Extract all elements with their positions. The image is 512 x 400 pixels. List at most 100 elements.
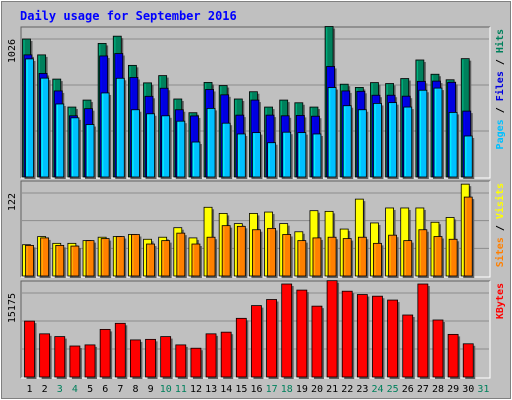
sites-bar-day-1	[25, 244, 34, 277]
sites-bar-day-10	[161, 240, 171, 277]
sites-bar-day-11-highlight	[177, 234, 179, 275]
pages-bar-day-27-highlight	[419, 91, 422, 176]
legend-segment: KBytes	[495, 283, 506, 319]
sites-bar-day-4-highlight	[71, 247, 74, 275]
pages-bar-day-25	[388, 102, 397, 178]
kbytes-bar-day-23	[356, 294, 368, 378]
sites-bar-day-5	[85, 240, 95, 277]
pages-bar-day-14-highlight	[223, 124, 225, 176]
kbytes-bar-day-4-highlight	[70, 347, 73, 376]
kbytes-bar-day-2	[39, 333, 51, 378]
sites-bar-day-9	[146, 243, 155, 277]
pages-bar-day-5	[85, 124, 95, 178]
pages-bar-day-23	[357, 109, 367, 178]
sites-bar-day-7	[115, 236, 125, 277]
sites-bar-day-10-highlight	[162, 241, 164, 275]
sites-bar-day-17-highlight	[268, 229, 270, 275]
sites-bar-day-27-highlight	[419, 230, 422, 275]
kbytes-bar-day-24-highlight	[373, 297, 375, 376]
legend-segment: Pages	[495, 119, 506, 149]
visits-sites-ymax-label: 122	[7, 193, 18, 211]
pages-bar-day-28	[433, 87, 443, 178]
sites-bar-day-23-highlight	[359, 238, 361, 275]
sites-bar-day-3-highlight	[56, 246, 58, 275]
kbytes-bar-day-13	[205, 333, 217, 378]
kbytes-bar-day-22-highlight	[343, 292, 345, 376]
kbytes-bar-day-15	[235, 317, 247, 378]
x-tick-label-9: 9	[148, 384, 154, 395]
visits-bar-day-11-highlight	[174, 228, 176, 275]
sites-bar-day-22	[342, 238, 352, 277]
sites-bar-day-14	[221, 225, 231, 277]
kbytes-bar-day-21	[326, 280, 338, 378]
kbytes-bar-day-1	[24, 320, 35, 378]
x-tick-label-3: 3	[57, 384, 63, 395]
pages-files-hits-panel-border-dark	[20, 26, 490, 178]
pages-bar-day-26	[403, 106, 413, 178]
pages-bar-day-22-highlight	[344, 106, 346, 176]
kbytes-ymax-label: 15175	[7, 293, 18, 323]
kbytes-bar-day-19-highlight	[297, 291, 300, 376]
sites-bar-day-24-highlight	[374, 244, 376, 275]
kbytes-bar-day-9	[145, 338, 156, 378]
legend-segment: Visits	[494, 183, 506, 219]
chart-title: Daily usage for September 2016	[20, 9, 237, 23]
x-tick-label-22: 22	[341, 384, 353, 395]
visits-bar-day-21-highlight	[326, 212, 328, 275]
sites-bar-day-30-highlight	[465, 198, 467, 275]
x-tick-label-15: 15	[235, 384, 247, 395]
visits-bar-day-16-highlight	[250, 214, 252, 275]
sites-bar-day-5-highlight	[87, 241, 89, 275]
kbytes-bar-day-7	[114, 322, 126, 378]
pages-bar-day-15	[236, 133, 246, 178]
kbytes-bar-day-10-highlight	[161, 337, 163, 376]
visits-bar-day-3-highlight	[53, 244, 55, 275]
sites-bar-day-28-highlight	[434, 237, 437, 275]
pages-bar-day-6-highlight	[102, 93, 104, 176]
sites-bar-day-17	[267, 227, 276, 277]
kbytes-bar-day-10	[160, 336, 172, 378]
x-tick-label-11: 11	[175, 384, 187, 395]
visits-bar-day-26-highlight	[401, 208, 403, 275]
pages-bar-day-20	[312, 133, 322, 178]
pages-bar-day-3-highlight	[56, 104, 58, 176]
visits-bar-day-10-highlight	[159, 238, 161, 275]
sites-bar-day-27	[418, 229, 428, 277]
kbytes-bar-day-18	[281, 283, 293, 378]
pages-bar-day-19-highlight	[298, 133, 301, 176]
pages-bar-day-11	[176, 120, 186, 178]
x-tick-label-5: 5	[87, 384, 93, 395]
kbytes-bar-day-15-highlight	[237, 319, 239, 376]
sites-bar-day-13	[206, 236, 216, 277]
x-tick-label-19: 19	[296, 384, 308, 395]
x-tick-label-25: 25	[387, 384, 399, 395]
pages-bar-day-4	[70, 117, 80, 178]
x-tick-label-13: 13	[205, 384, 217, 395]
kbytes-bar-day-16	[251, 305, 262, 378]
kbytes-bar-day-8	[130, 339, 141, 378]
sites-bar-day-26-highlight	[404, 241, 406, 275]
kbytes-bar-day-14-highlight	[222, 333, 224, 376]
pages-bar-day-6	[100, 92, 110, 178]
visits-bar-day-4-highlight	[68, 244, 71, 275]
kbytes-bar-day-23-highlight	[358, 295, 360, 376]
kbytes-bar-day-3-highlight	[55, 337, 57, 376]
x-tick-label-1: 1	[27, 384, 33, 395]
pages-bar-day-14	[221, 122, 231, 178]
kbytes-bar-day-6-highlight	[101, 330, 103, 376]
legend-segment: /	[495, 101, 506, 119]
pages-bar-day-25-highlight	[389, 103, 391, 176]
visits-bar-day-23-highlight	[356, 200, 358, 275]
x-tick-label-28: 28	[432, 384, 444, 395]
kbytes-bar-day-25	[387, 299, 398, 378]
pages-bar-day-16	[252, 132, 261, 178]
kbytes-bar-day-18-highlight	[282, 285, 284, 376]
visits-bar-day-9-highlight	[144, 240, 146, 275]
x-tick-label-21: 21	[326, 384, 338, 395]
pages-bar-day-19	[297, 132, 307, 178]
pages-bar-day-10	[161, 115, 171, 178]
kbytes-bar-day-28-highlight	[433, 320, 436, 376]
kbytes-bar-day-14	[220, 331, 232, 378]
kbytes-bar-day-21-highlight	[328, 281, 330, 376]
legend-segment: /	[495, 219, 506, 237]
